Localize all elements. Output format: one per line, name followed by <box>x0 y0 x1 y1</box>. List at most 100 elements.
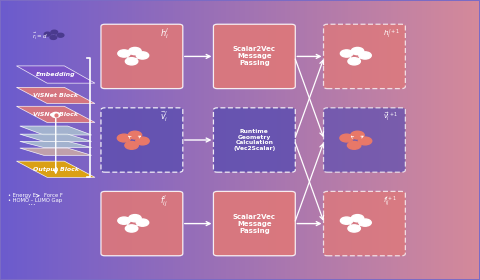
FancyBboxPatch shape <box>101 192 183 256</box>
Bar <box>197 1 199 279</box>
Bar <box>0 1 3 279</box>
Bar <box>376 1 379 279</box>
Bar <box>269 1 271 279</box>
Bar <box>319 1 322 279</box>
Bar <box>381 1 384 279</box>
Bar <box>156 1 158 279</box>
Bar <box>118 1 120 279</box>
Bar <box>314 1 317 279</box>
Circle shape <box>348 141 361 149</box>
Bar <box>451 1 453 279</box>
Bar <box>125 1 128 279</box>
Bar <box>281 1 283 279</box>
Bar <box>298 1 300 279</box>
Bar <box>80 1 82 279</box>
Circle shape <box>128 131 142 139</box>
Bar <box>403 1 405 279</box>
Circle shape <box>117 134 131 142</box>
Text: $h_i^l$: $h_i^l$ <box>160 26 169 41</box>
Bar <box>312 1 314 279</box>
Bar <box>130 1 132 279</box>
Bar <box>235 1 238 279</box>
Bar <box>384 1 386 279</box>
Bar <box>259 1 262 279</box>
Bar <box>288 1 290 279</box>
Bar <box>116 1 118 279</box>
Bar <box>324 1 326 279</box>
Bar <box>223 1 226 279</box>
Bar <box>391 1 393 279</box>
Bar <box>286 1 288 279</box>
Bar <box>24 1 27 279</box>
Bar <box>190 1 192 279</box>
Bar <box>214 1 216 279</box>
Bar <box>393 1 396 279</box>
Bar <box>101 1 104 279</box>
Bar <box>468 1 470 279</box>
Circle shape <box>351 214 364 222</box>
Bar <box>472 1 475 279</box>
Bar <box>348 1 350 279</box>
Bar <box>22 1 24 279</box>
Bar <box>307 1 310 279</box>
Bar <box>262 1 264 279</box>
Bar <box>293 1 295 279</box>
Bar <box>388 1 391 279</box>
Bar <box>465 1 468 279</box>
Text: ViSNet Block: ViSNet Block <box>33 112 78 117</box>
Bar <box>199 1 202 279</box>
Bar <box>432 1 434 279</box>
Bar <box>415 1 417 279</box>
Bar <box>360 1 362 279</box>
Bar <box>166 1 168 279</box>
Bar <box>345 1 348 279</box>
Bar <box>367 1 369 279</box>
Bar <box>446 1 448 279</box>
Bar <box>379 1 381 279</box>
Bar <box>302 1 305 279</box>
Bar <box>405 1 408 279</box>
Bar <box>53 1 56 279</box>
Bar <box>104 1 106 279</box>
Bar <box>247 1 250 279</box>
Polygon shape <box>16 66 95 83</box>
Bar <box>123 1 125 279</box>
Bar <box>238 1 240 279</box>
Bar <box>161 1 163 279</box>
Bar <box>372 1 374 279</box>
Bar <box>441 1 444 279</box>
Bar <box>422 1 424 279</box>
Bar <box>257 1 259 279</box>
FancyBboxPatch shape <box>324 24 406 88</box>
Bar <box>96 1 99 279</box>
Polygon shape <box>20 134 92 141</box>
Bar <box>94 1 96 279</box>
Bar <box>70 1 72 279</box>
Bar <box>144 1 147 279</box>
Bar <box>245 1 247 279</box>
Text: $f_{ij}^{l+1}$: $f_{ij}^{l+1}$ <box>383 194 397 209</box>
Bar <box>328 1 331 279</box>
Bar <box>36 1 39 279</box>
Bar <box>475 1 477 279</box>
Bar <box>41 1 44 279</box>
Bar <box>63 1 65 279</box>
Polygon shape <box>16 106 95 122</box>
Text: Scalar2Vec
Message
Passing: Scalar2Vec Message Passing <box>233 214 276 234</box>
Bar <box>178 1 180 279</box>
Bar <box>322 1 324 279</box>
Circle shape <box>125 141 138 149</box>
Circle shape <box>348 58 360 65</box>
Bar <box>20 1 22 279</box>
Bar <box>477 1 480 279</box>
Bar <box>135 1 137 279</box>
Circle shape <box>340 50 353 57</box>
Circle shape <box>125 58 138 65</box>
Bar <box>355 1 357 279</box>
Bar <box>194 1 197 279</box>
Circle shape <box>51 30 58 34</box>
Polygon shape <box>20 126 92 135</box>
Bar <box>77 1 80 279</box>
Bar <box>32 1 34 279</box>
Bar <box>89 1 92 279</box>
